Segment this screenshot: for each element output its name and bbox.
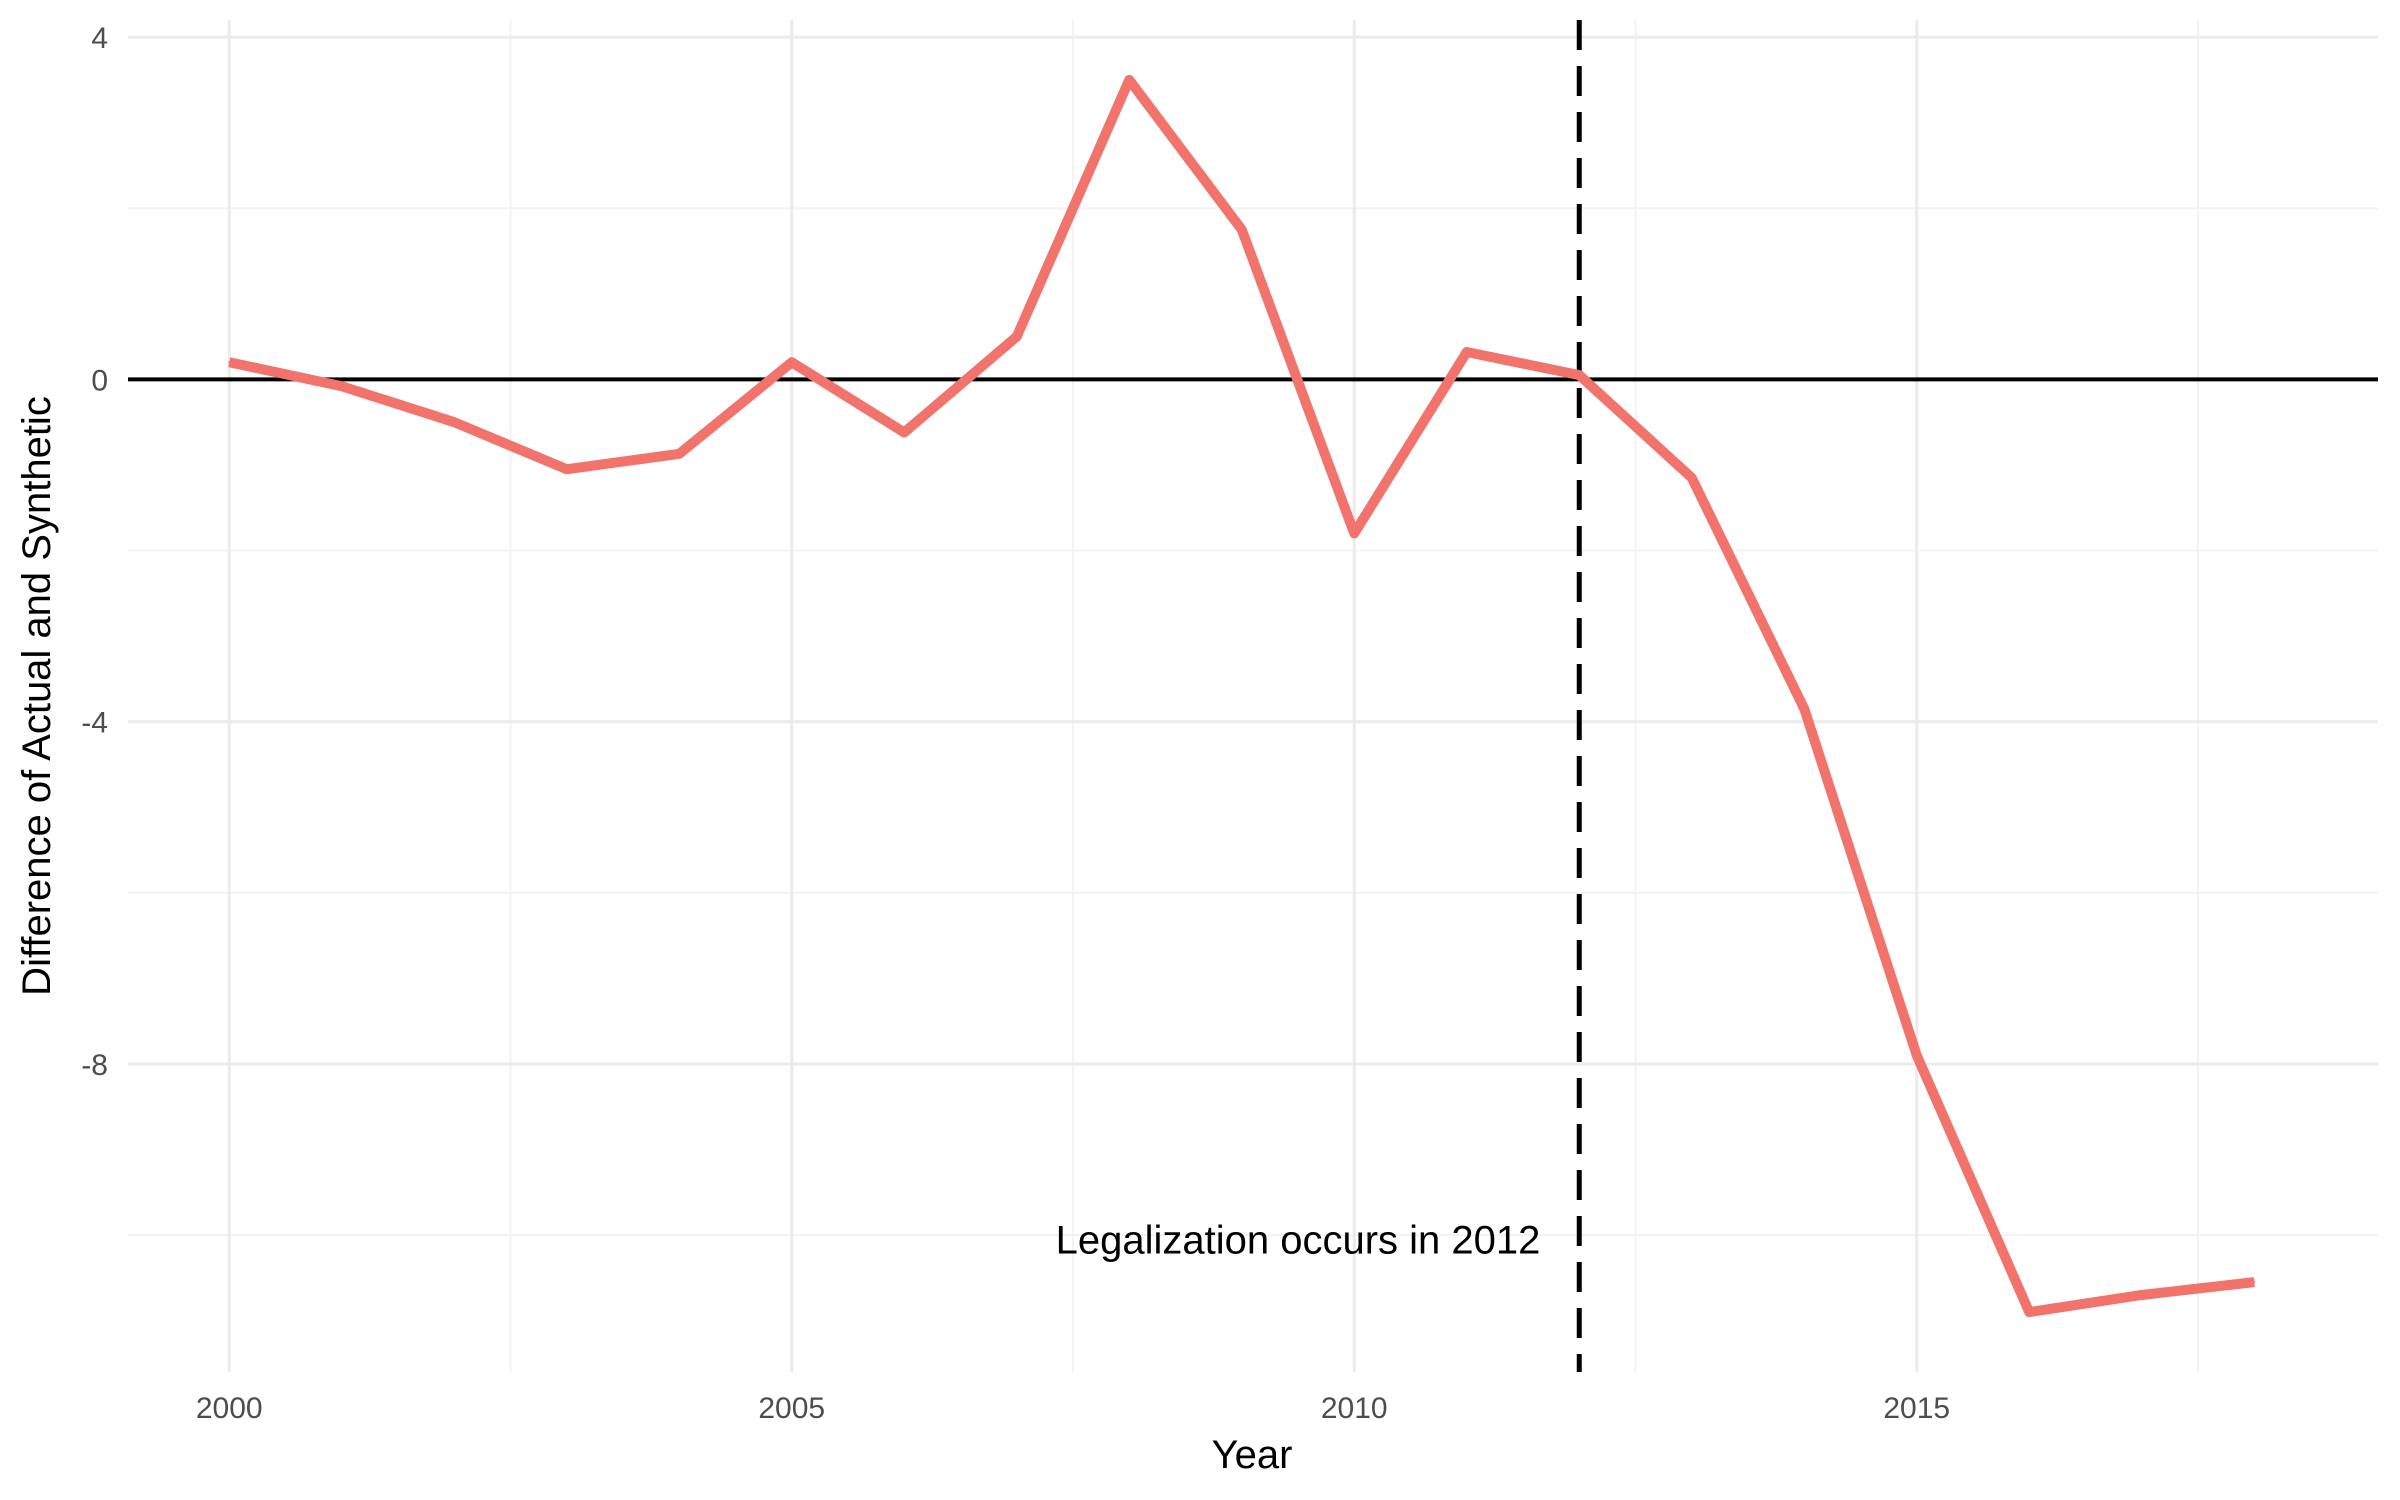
- y-tick-label: -4: [81, 707, 108, 740]
- x-tick-label: 2010: [1321, 1392, 1388, 1425]
- y-tick-label: 0: [91, 364, 108, 397]
- data-point: [340, 385, 343, 388]
- x-tick-label: 2015: [1883, 1392, 1950, 1425]
- data-point: [678, 452, 681, 455]
- series-layer: [228, 74, 2256, 1318]
- data-point: [1240, 228, 1243, 231]
- annotations: Legalization occurs in 2012: [1056, 1218, 1541, 1262]
- x-tick-label: 2005: [758, 1392, 825, 1425]
- major-gridlines: [128, 20, 2378, 1372]
- data-point: [1015, 335, 1018, 338]
- data-point: [2028, 1311, 2031, 1314]
- data-point: [453, 421, 456, 424]
- minor-gridlines: [128, 20, 2378, 1372]
- data-point: [1803, 707, 1806, 710]
- y-axis-title: Difference of Actual and Synthetic: [15, 396, 59, 996]
- reference-lines: [128, 20, 2378, 1372]
- data-point: [1465, 351, 1468, 354]
- y-tick-label: -8: [81, 1049, 108, 1082]
- data-point: [1128, 78, 1131, 81]
- data-point: [228, 361, 231, 364]
- data-point: [2253, 1281, 2256, 1284]
- x-tick-label: 2000: [196, 1392, 263, 1425]
- tick-labels: 2000 2005 2010 2015 4 0 -4 -8: [81, 22, 1950, 1425]
- legalization-annotation: Legalization occurs in 2012: [1056, 1218, 1541, 1262]
- y-tick-label: 4: [91, 22, 108, 55]
- data-point: [2140, 1293, 2143, 1296]
- data-point: [1915, 1054, 1918, 1057]
- series-line: [228, 74, 2255, 1318]
- data-point: [903, 431, 906, 434]
- data-point: [790, 361, 793, 364]
- data-point: [565, 468, 568, 471]
- x-axis-title: Year: [1212, 1433, 1293, 1477]
- data-point: [1578, 374, 1581, 377]
- data-point: [1353, 532, 1356, 535]
- data-point: [1690, 476, 1693, 479]
